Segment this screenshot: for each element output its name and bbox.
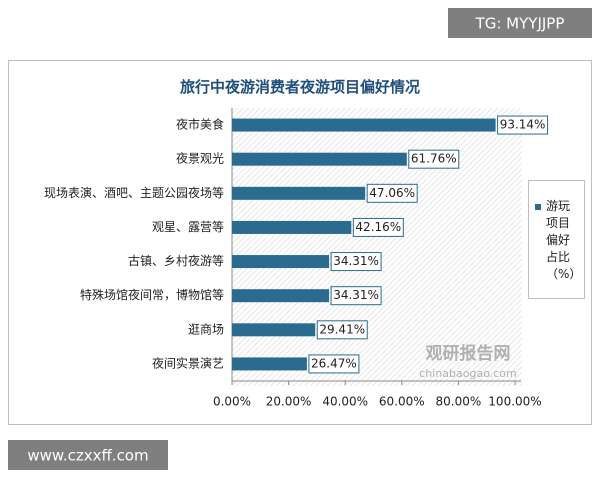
logo: chinabaogao.com xyxy=(419,367,517,380)
y-tick-label: 特殊场馆夜间常，博物馆等 xyxy=(80,287,224,302)
value-label-box xyxy=(330,286,382,306)
bar xyxy=(232,289,330,303)
legend-swatch xyxy=(535,204,541,210)
value-label: 93.14% xyxy=(500,118,546,132)
value-label: 47.06% xyxy=(369,186,415,200)
bar xyxy=(232,357,307,371)
x-tick-label: 60.00% xyxy=(379,395,425,409)
value-label: 34.31% xyxy=(333,288,379,302)
value-label-box xyxy=(352,217,404,237)
value-label-box xyxy=(408,149,460,169)
watermark-box xyxy=(448,8,592,38)
value-label-box xyxy=(497,115,549,135)
value-label-box xyxy=(366,183,418,203)
logo: 观研报告网 xyxy=(425,343,511,364)
y-tick-label: 观星、露营等 xyxy=(152,220,224,234)
value-label: 29.41% xyxy=(319,322,365,336)
value-label: 34.31% xyxy=(333,254,379,268)
legend xyxy=(528,180,585,299)
x-tick-label: 100.00% xyxy=(488,395,541,409)
watermark: TG: MYYJJPP xyxy=(475,15,565,33)
value-label: 61.76% xyxy=(411,152,457,166)
value-label: 42.16% xyxy=(355,220,401,234)
y-tick-label: 夜间实景演艺 xyxy=(152,355,224,370)
x-tick-label: 40.00% xyxy=(322,395,368,409)
bar xyxy=(232,220,352,234)
watermark: www.czxxff.com xyxy=(27,447,148,465)
y-tick-label: 古镇、乡村夜游等 xyxy=(128,253,224,268)
watermark-box xyxy=(8,440,168,470)
value-label: 26.47% xyxy=(311,356,357,370)
value-label-box xyxy=(316,320,368,340)
legend-text: 游玩项目偏好占比（%） xyxy=(546,199,580,281)
y-tick-label: 现场表演、酒吧、主题公园夜场等 xyxy=(44,185,224,200)
bar xyxy=(232,186,366,200)
value-label-box xyxy=(308,354,360,374)
chart-title: 旅行中夜游消费者夜游项目偏好情况 xyxy=(180,78,420,96)
bar xyxy=(232,323,316,337)
y-tick-label: 夜景观光 xyxy=(176,151,224,166)
y-tick-label: 逛商场 xyxy=(188,321,224,336)
legend-label: 游玩项目偏好占比（%） xyxy=(546,199,580,281)
x-tick-label: 0.00% xyxy=(213,395,251,409)
bar xyxy=(232,118,496,132)
x-tick-label: 20.00% xyxy=(266,395,312,409)
bar xyxy=(232,152,407,166)
bar xyxy=(232,255,330,269)
y-tick-label: 夜市美食 xyxy=(176,117,224,132)
value-label-box xyxy=(330,252,382,272)
x-tick-label: 80.00% xyxy=(436,395,482,409)
